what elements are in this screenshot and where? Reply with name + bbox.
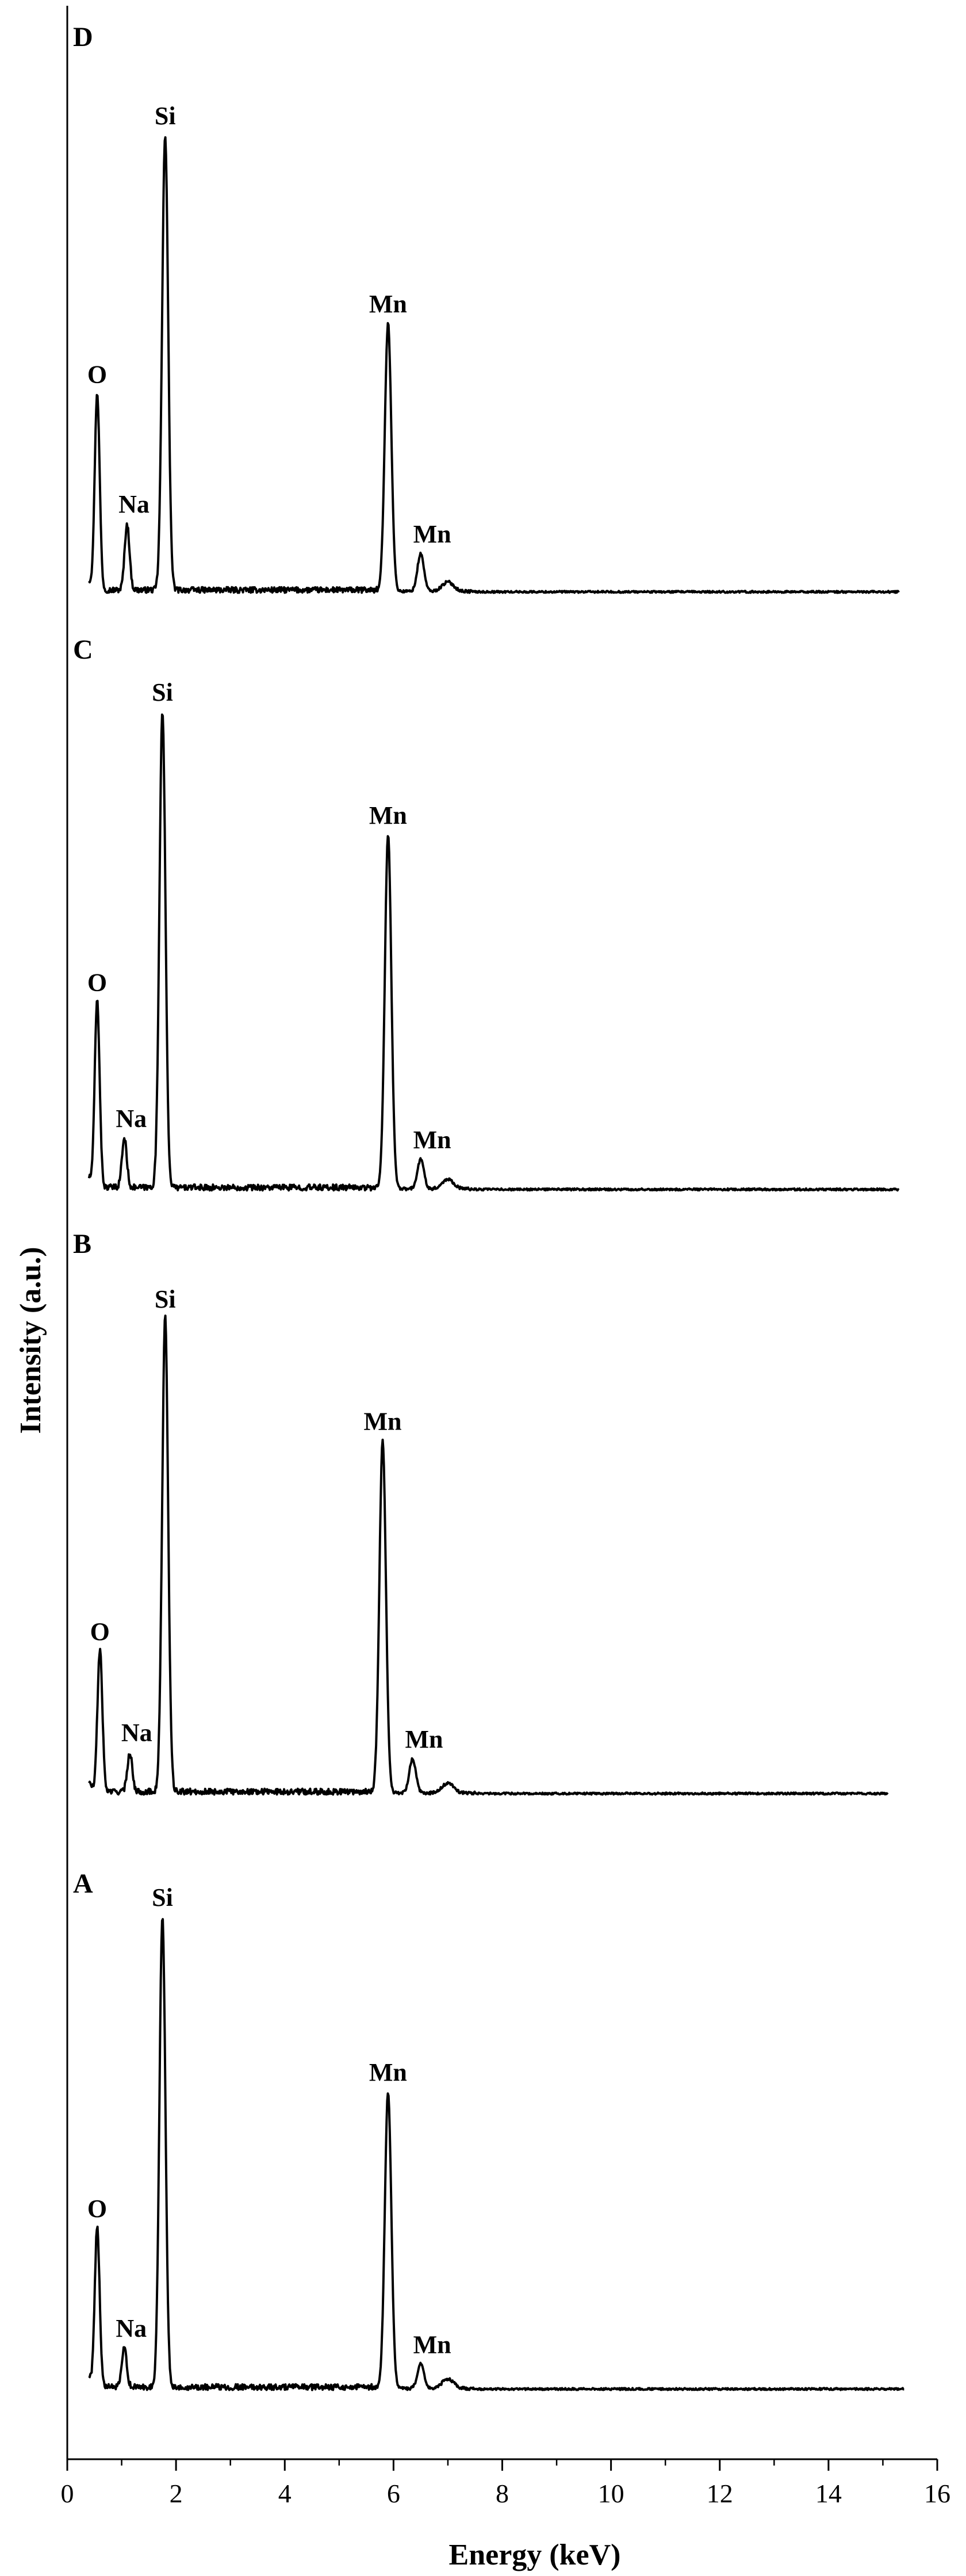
y-axis-title: Intensity (a.u.) bbox=[14, 1247, 47, 1434]
x-tick-label: 16 bbox=[924, 2479, 950, 2508]
spectrum-panel-D: D O Na Si Mn Mn bbox=[73, 22, 900, 594]
axes-layer: 0 2 4 6 8 10 12 14 16 bbox=[61, 6, 950, 2508]
panels-layer: D O Na Si Mn Mn C O Na Si Mn Mn B O Na Si Mn Mn A O Na Si Mn Mn bbox=[73, 22, 904, 2391]
x-tick-label: 0 bbox=[61, 2479, 74, 2508]
spectrum-line bbox=[88, 136, 900, 594]
peak-label-na: Na bbox=[121, 1719, 152, 1747]
x-tick-label: 14 bbox=[815, 2479, 842, 2508]
x-tick-label: 12 bbox=[707, 2479, 733, 2508]
x-axis-title: Energy (keV) bbox=[449, 2539, 621, 2571]
peak-label-si: Si bbox=[152, 1883, 173, 1912]
peak-label-o: O bbox=[90, 1618, 110, 1646]
x-tick-label: 2 bbox=[170, 2479, 183, 2508]
peak-label-na: Na bbox=[116, 1104, 147, 1133]
spectrum-panel-C: C O Na Si Mn Mn bbox=[73, 635, 900, 1192]
x-tick-label: 8 bbox=[496, 2479, 509, 2508]
peak-label-mn: Mn bbox=[413, 1126, 451, 1154]
panel-label: C bbox=[73, 635, 93, 665]
peak-label-mn: Mn bbox=[369, 801, 407, 830]
peak-label-si: Si bbox=[155, 1285, 176, 1313]
spectrum-line bbox=[88, 1918, 904, 2391]
peak-label-na: Na bbox=[116, 2314, 147, 2342]
peak-label-o: O bbox=[87, 360, 107, 388]
spectrum-line bbox=[87, 713, 900, 1192]
x-tick-label: 6 bbox=[387, 2479, 400, 2508]
peak-label-mn: Mn bbox=[369, 290, 407, 318]
peak-label-mn: Mn bbox=[413, 2330, 451, 2359]
peak-label-o: O bbox=[87, 968, 107, 996]
spectrum-panel-A: A O Na Si Mn Mn bbox=[73, 1868, 904, 2391]
x-tick-label: 4 bbox=[278, 2479, 292, 2508]
panel-label: B bbox=[73, 1229, 91, 1259]
panel-label: A bbox=[73, 1868, 93, 1899]
peak-label-si: Si bbox=[155, 102, 176, 130]
peak-label-mn: Mn bbox=[363, 1408, 401, 1436]
peak-label-mn: Mn bbox=[369, 2058, 407, 2086]
peak-label-mn: Mn bbox=[405, 1725, 443, 1753]
spectrum-line bbox=[88, 1314, 889, 1796]
peak-label-si: Si bbox=[152, 678, 173, 706]
spectrum-panel-B: B O Na Si Mn Mn bbox=[73, 1229, 889, 1796]
peak-label-mn: Mn bbox=[413, 520, 451, 548]
panel-label: D bbox=[73, 22, 93, 52]
x-tick-label: 10 bbox=[598, 2479, 624, 2508]
peak-label-na: Na bbox=[118, 490, 150, 518]
peak-label-o: O bbox=[87, 2195, 107, 2223]
